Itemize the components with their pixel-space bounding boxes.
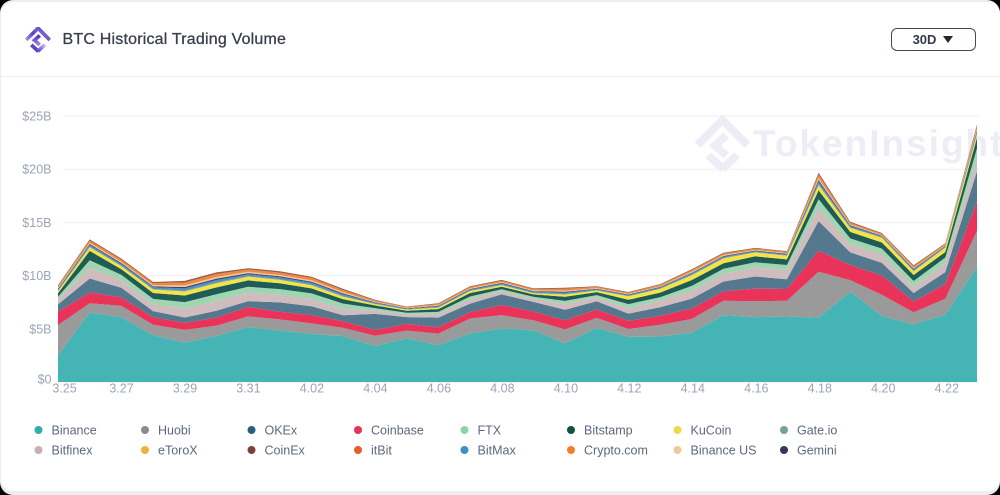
svg-text:OKEx: OKEx [264,423,297,437]
svg-text:4.20: 4.20 [871,381,895,395]
svg-text:$25B: $25B [22,109,51,123]
svg-text:4.06: 4.06 [426,381,450,395]
svg-text:$15B: $15B [22,215,51,229]
svg-text:$5B: $5B [29,322,51,336]
svg-text:4.16: 4.16 [744,381,768,395]
svg-text:Binance: Binance [51,423,96,437]
svg-text:itBit: itBit [371,443,392,457]
svg-text:3.27: 3.27 [109,381,133,395]
svg-text:Crypto.com: Crypto.com [584,443,648,457]
svg-text:4.02: 4.02 [299,381,323,395]
svg-text:CoinEx: CoinEx [264,443,305,457]
svg-text:$10B: $10B [22,269,51,283]
svg-text:3.31: 3.31 [236,381,260,395]
svg-text:4.14: 4.14 [680,381,704,395]
svg-text:4.12: 4.12 [617,381,641,395]
svg-text:$0: $0 [37,372,51,386]
svg-text:Huobi: Huobi [158,423,191,437]
svg-text:Binance US: Binance US [690,443,756,457]
svg-text:4.08: 4.08 [490,381,514,395]
svg-text:Coinbase: Coinbase [371,423,424,437]
svg-text:3.29: 3.29 [172,381,196,395]
svg-text:4.10: 4.10 [553,381,577,395]
svg-text:KuCoin: KuCoin [690,423,731,437]
svg-text:Bitstamp: Bitstamp [584,423,633,437]
svg-text:3.25: 3.25 [52,381,76,395]
svg-text:FTX: FTX [477,423,501,437]
svg-text:4.18: 4.18 [807,381,831,395]
svg-text:4.04: 4.04 [363,381,387,395]
svg-text:4.22: 4.22 [934,381,958,395]
svg-text:Bitfinex: Bitfinex [51,443,93,457]
svg-text:$20B: $20B [22,162,51,176]
svg-text:Gemini: Gemini [797,443,837,457]
svg-text:eToroX: eToroX [158,443,198,457]
svg-text:Gate.io: Gate.io [797,423,837,437]
svg-text:BitMax: BitMax [477,443,516,457]
svg-text:TokenInsight: TokenInsight [753,123,1000,164]
